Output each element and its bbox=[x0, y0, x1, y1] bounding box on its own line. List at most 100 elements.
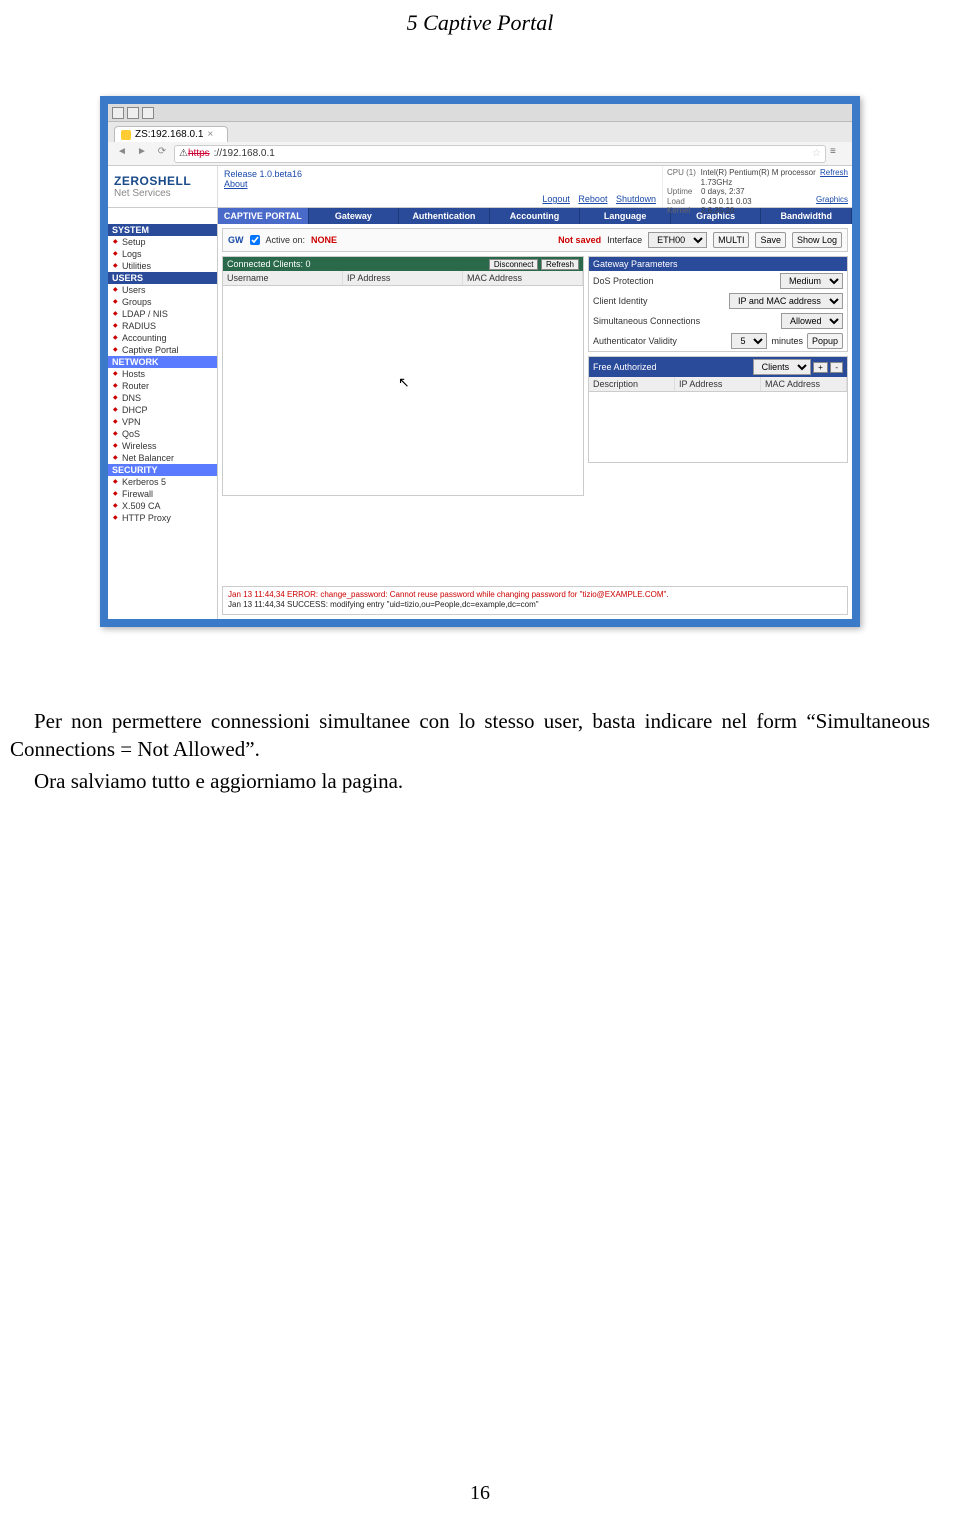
free-col-mac: MAC Address bbox=[761, 377, 847, 391]
header-mid: Release 1.0.beta16 About Logout Reboot S… bbox=[218, 166, 662, 207]
param-select[interactable]: IP and MAC address bbox=[729, 293, 843, 309]
free-columns: Description IP Address MAC Address bbox=[589, 377, 847, 392]
forward-icon[interactable]: ► bbox=[134, 146, 150, 162]
logo-bottom: Net Services bbox=[114, 188, 211, 199]
multi-button[interactable]: MULTI bbox=[713, 232, 749, 248]
sidebar-item-net-balancer[interactable]: Net Balancer bbox=[108, 452, 217, 464]
window-close-icon[interactable] bbox=[112, 107, 124, 119]
sidebar-item-x-509-ca[interactable]: X.509 CA bbox=[108, 500, 217, 512]
sidebar-head-network: NETWORK bbox=[108, 356, 217, 368]
sidebar-item-http-proxy[interactable]: HTTP Proxy bbox=[108, 512, 217, 524]
sidebar-item-groups[interactable]: Groups bbox=[108, 296, 217, 308]
paragraph-1: Per non permettere connessioni simultane… bbox=[10, 707, 930, 764]
tab-close-icon[interactable]: × bbox=[207, 129, 213, 140]
app-root: ZEROSHELL Net Services Release 1.0.beta1… bbox=[108, 166, 852, 619]
app-tab-captive-portal[interactable]: CAPTIVE PORTAL bbox=[218, 208, 309, 224]
param-label: Client Identity bbox=[593, 296, 725, 306]
sidebar-item-ldap-nis[interactable]: LDAP / NIS bbox=[108, 308, 217, 320]
param-label: DoS Protection bbox=[593, 276, 776, 286]
param-row: Authenticator Validity5minutesPopup bbox=[589, 331, 847, 351]
browser-menu-icon[interactable]: ≡ bbox=[830, 146, 846, 162]
param-select[interactable]: 5 bbox=[731, 333, 767, 349]
right-column: Gateway Parameters DoS Protection Medium C… bbox=[588, 256, 848, 496]
refresh-button[interactable]: Refresh bbox=[541, 259, 579, 270]
uptime-label: Uptime bbox=[667, 187, 701, 197]
interface-select[interactable]: ETH00 bbox=[648, 232, 707, 248]
param-select[interactable]: Allowed bbox=[781, 313, 843, 329]
sidebar-head-system: SYSTEM bbox=[108, 224, 217, 236]
free-del-button[interactable]: - bbox=[830, 362, 843, 373]
reboot-link[interactable]: Reboot bbox=[578, 194, 607, 204]
gw-active-checkbox[interactable] bbox=[250, 235, 260, 245]
param-label: Simultaneous Connections bbox=[593, 316, 777, 326]
about-link[interactable]: About bbox=[224, 179, 248, 189]
uptime-value: 0 days, 2:37 bbox=[701, 187, 745, 197]
save-button[interactable]: Save bbox=[755, 232, 786, 248]
sidebar-item-radius[interactable]: RADIUS bbox=[108, 320, 217, 332]
param-select[interactable]: Medium bbox=[780, 273, 843, 289]
screenshot-container: ZS:192.168.0.1 × ◄ ► ⟳ ⚠ https ://192.16… bbox=[100, 96, 860, 627]
showlog-button[interactable]: Show Log bbox=[792, 232, 842, 248]
sidebar: SYSTEMSetupLogsUtilitiesUSERSUsersGroups… bbox=[108, 224, 218, 619]
not-saved-label: Not saved bbox=[558, 235, 601, 245]
free-authorized-head: Free Authorized Clients + - bbox=[589, 357, 847, 377]
sidebar-item-accounting[interactable]: Accounting bbox=[108, 332, 217, 344]
sidebar-head-users: USERS bbox=[108, 272, 217, 284]
sidebar-item-router[interactable]: Router bbox=[108, 380, 217, 392]
reload-icon[interactable]: ⟳ bbox=[154, 146, 170, 162]
free-col-ip: IP Address bbox=[675, 377, 761, 391]
param-label: Authenticator Validity bbox=[593, 336, 727, 346]
sidebar-item-kerberos-5[interactable]: Kerberos 5 bbox=[108, 476, 217, 488]
col-username: Username bbox=[223, 271, 343, 285]
free-authorized-select[interactable]: Clients bbox=[753, 359, 811, 375]
sidebar-item-hosts[interactable]: Hosts bbox=[108, 368, 217, 380]
active-on-label: Active on: bbox=[266, 235, 306, 245]
sidebar-item-users[interactable]: Users bbox=[108, 284, 217, 296]
app-tab-gateway[interactable]: Gateway bbox=[309, 208, 400, 224]
window-max-icon[interactable] bbox=[142, 107, 154, 119]
cpu-label: CPU (1) bbox=[667, 168, 701, 187]
browser-addressbar: ◄ ► ⟳ ⚠ https ://192.168.0.1 ☆ ≡ bbox=[108, 142, 852, 166]
window-min-icon[interactable] bbox=[127, 107, 139, 119]
url-protocol: https bbox=[188, 148, 210, 159]
document-body-text: Per non permettere connessioni simultane… bbox=[10, 707, 930, 796]
page-number: 16 bbox=[0, 1482, 960, 1505]
sidebar-item-vpn[interactable]: VPN bbox=[108, 416, 217, 428]
sidebar-item-captive-portal[interactable]: Captive Portal bbox=[108, 344, 217, 356]
sidebar-item-dhcp[interactable]: DHCP bbox=[108, 404, 217, 416]
shutdown-link[interactable]: Shutdown bbox=[616, 194, 656, 204]
chapter-heading: 5 Captive Portal bbox=[0, 0, 960, 36]
sidebar-item-firewall[interactable]: Firewall bbox=[108, 488, 217, 500]
sidebar-item-logs[interactable]: Logs bbox=[108, 248, 217, 260]
gateway-params-panel: Gateway Parameters DoS Protection Medium C… bbox=[588, 256, 848, 352]
gateway-params-head: Gateway Parameters bbox=[589, 257, 847, 271]
refresh-link[interactable]: Refresh bbox=[820, 168, 848, 178]
app-tab-language[interactable]: Language bbox=[580, 208, 671, 224]
main-panel: GW Active on: NONE Not saved Interface E… bbox=[218, 224, 852, 619]
col-mac: MAC Address bbox=[463, 271, 583, 285]
app-body: SYSTEMSetupLogsUtilitiesUSERSUsersGroups… bbox=[108, 224, 852, 619]
back-icon[interactable]: ◄ bbox=[114, 146, 130, 162]
tab-title: ZS:192.168.0.1 bbox=[135, 129, 203, 140]
sidebar-item-wireless[interactable]: Wireless bbox=[108, 440, 217, 452]
param-row: DoS Protection Medium bbox=[589, 271, 847, 291]
log-box: Jan 13 11:44,34 ERROR: change_password: … bbox=[222, 586, 848, 615]
app-tab-accounting[interactable]: Accounting bbox=[490, 208, 581, 224]
popup-button[interactable]: Popup bbox=[807, 333, 843, 349]
disconnect-button[interactable]: Disconnect bbox=[489, 259, 539, 270]
logout-link[interactable]: Logout bbox=[542, 194, 570, 204]
log-line: Jan 13 11:44,34 ERROR: change_password: … bbox=[228, 590, 842, 600]
url-input[interactable]: ⚠ https ://192.168.0.1 ☆ bbox=[174, 145, 826, 163]
browser-tab[interactable]: ZS:192.168.0.1 × bbox=[114, 126, 228, 142]
sidebar-item-qos[interactable]: QoS bbox=[108, 428, 217, 440]
app-tab-authentication[interactable]: Authentication bbox=[399, 208, 490, 224]
sidebar-item-utilities[interactable]: Utilities bbox=[108, 260, 217, 272]
cursor-icon: ↖ bbox=[398, 374, 410, 391]
free-col-desc: Description bbox=[589, 377, 675, 391]
graphics-link[interactable]: Graphics bbox=[816, 195, 848, 205]
sidebar-item-setup[interactable]: Setup bbox=[108, 236, 217, 248]
bookmark-icon[interactable]: ☆ bbox=[812, 148, 821, 159]
sidebar-item-dns[interactable]: DNS bbox=[108, 392, 217, 404]
browser-tabbar: ZS:192.168.0.1 × bbox=[108, 122, 852, 142]
free-add-button[interactable]: + bbox=[813, 362, 828, 373]
